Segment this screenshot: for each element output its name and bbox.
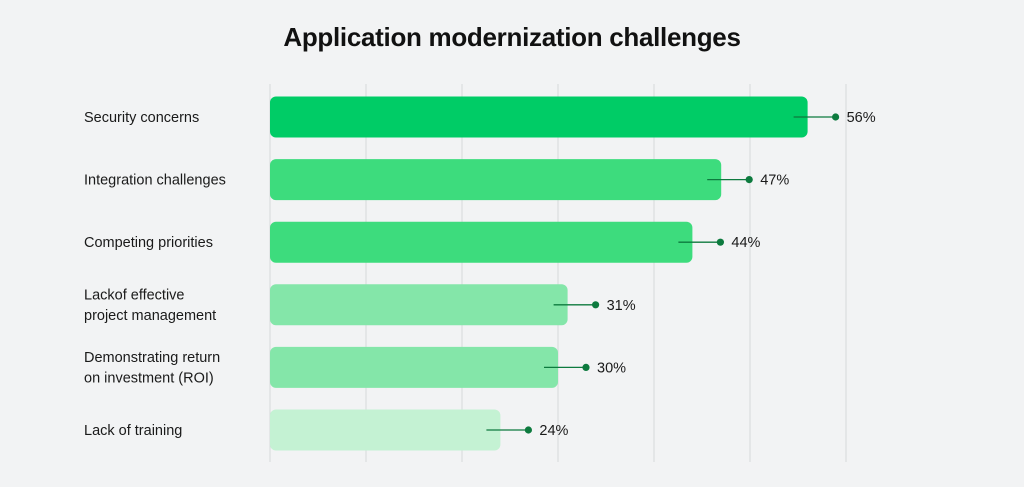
value-marker — [832, 113, 840, 121]
value-marker — [592, 301, 600, 309]
value-label: 24% — [539, 423, 568, 439]
value-label: 30% — [597, 360, 626, 376]
category-labels: Security concerns Integration challenges C… — [84, 110, 226, 439]
value-marker — [745, 176, 753, 184]
category-label: Integration challenges — [84, 173, 226, 189]
category-label: project management — [84, 308, 216, 324]
value-marker — [582, 363, 590, 371]
category-label: Demonstrating return — [84, 350, 220, 366]
bar — [270, 221, 693, 263]
value-label: 31% — [607, 298, 636, 314]
value-marker — [524, 426, 533, 434]
bar — [270, 346, 558, 388]
bars — [270, 96, 808, 451]
category-label: on investment (ROI) — [84, 371, 214, 387]
bar — [270, 159, 722, 201]
category-label: Security concerns — [84, 110, 199, 126]
category-label: Competing priorities — [84, 235, 213, 251]
chart-title: Application modernization challenges — [283, 22, 741, 52]
category-label: Lack of training — [84, 423, 182, 439]
value-labels: 56% 47% 44% 31% 30% 24% — [486, 110, 876, 439]
value-label: 56% — [847, 110, 876, 126]
value-marker — [716, 238, 725, 246]
category-label: Lackof effective — [84, 288, 185, 304]
bar — [270, 284, 568, 326]
bar — [270, 96, 808, 138]
value-label: 47% — [760, 173, 789, 189]
value-label: 44% — [731, 235, 760, 251]
gridlines — [269, 84, 847, 462]
bar — [270, 409, 501, 451]
